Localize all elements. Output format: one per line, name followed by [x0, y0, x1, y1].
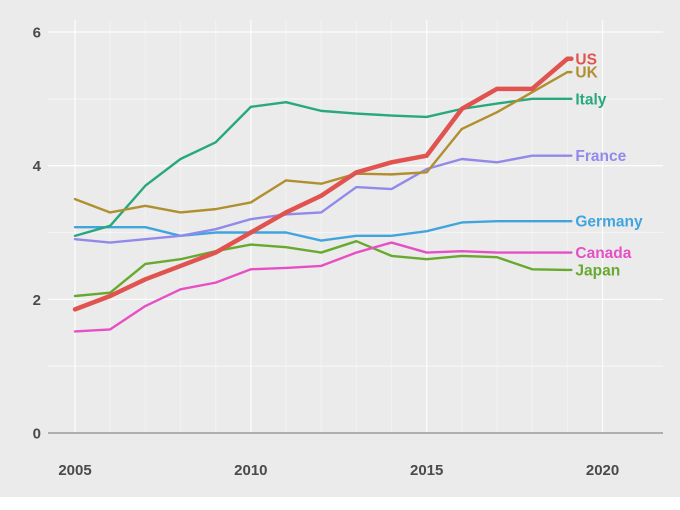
series-line-germany: [73, 219, 573, 242]
x-tick-label: 2020: [586, 462, 619, 479]
series-label-canada: Canada: [575, 245, 631, 262]
x-tick-label: 2015: [410, 462, 443, 479]
series-line-us: [72, 56, 574, 312]
series-label-france: France: [575, 148, 626, 165]
y-tick-label: 2: [33, 292, 41, 309]
x-tick-label: 2010: [234, 462, 267, 479]
series-label-japan: Japan: [575, 262, 620, 279]
series-label-germany: Germany: [575, 214, 643, 231]
series-label-uk: UK: [575, 65, 598, 82]
series-line-canada: [73, 241, 573, 333]
y-tick-label: 6: [33, 25, 41, 42]
x-tick-label: 2005: [58, 462, 91, 479]
series-line-uk: [73, 70, 573, 214]
bottom-margin: [0, 497, 680, 510]
series-label-us: US: [575, 51, 597, 68]
series-line-japan: [73, 239, 573, 298]
y-tick-label: 4: [33, 158, 42, 175]
series-label-italy: Italy: [575, 91, 606, 108]
series-line-france: [73, 154, 573, 244]
y-tick-label: 0: [33, 426, 41, 443]
